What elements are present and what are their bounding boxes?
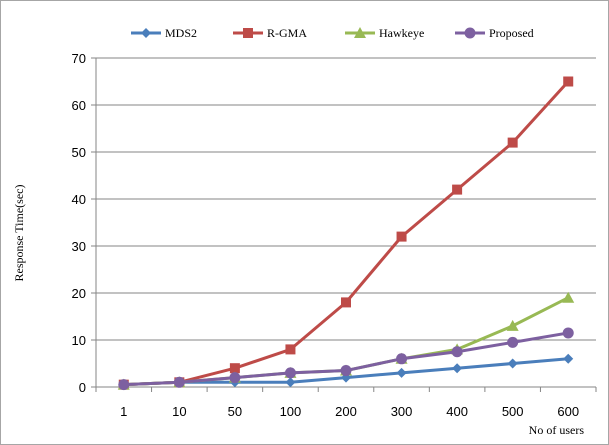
x-axis-title: No of users — [529, 423, 585, 437]
legend-label-hawkeye: Hawkeye — [379, 26, 424, 40]
x-tick-label: 300 — [391, 404, 413, 419]
data-point-r-gma — [285, 344, 296, 355]
data-point-proposed — [229, 372, 241, 384]
data-point-r-gma — [396, 231, 407, 242]
y-tick-labels: 0 10 20 30 40 50 60 70 — [72, 51, 86, 395]
x-tick-label: 100 — [280, 404, 302, 419]
data-point-proposed — [118, 379, 130, 391]
y-axis-title: Response Time(sec) — [12, 185, 26, 282]
y-tick-label: 70 — [72, 51, 86, 66]
legend: MDS2 R-GMA Hawkeye Proposed — [131, 26, 534, 40]
data-point-mds2 — [563, 353, 574, 364]
data-point-proposed — [396, 353, 408, 365]
x-tick-label: 1 — [120, 404, 127, 419]
legend-label-r-gma: R-GMA — [267, 26, 307, 40]
y-tick-label: 10 — [72, 333, 86, 348]
data-point-proposed — [507, 336, 519, 348]
data-point-proposed — [284, 367, 296, 379]
x-tick-label: 200 — [335, 404, 357, 419]
legend-marker-mds2 — [141, 28, 151, 38]
data-point-hawkeye — [562, 291, 575, 303]
legend-label-mds2: MDS2 — [165, 26, 197, 40]
data-point-r-gma — [341, 297, 351, 308]
x-tick-labels: 1 10 50 100 200 300 400 500 600 — [120, 404, 579, 419]
data-point-r-gma — [507, 137, 518, 148]
x-tick-label: 400 — [446, 404, 468, 419]
x-tick-label: 600 — [557, 404, 579, 419]
legend-marker-r-gma — [243, 28, 253, 38]
y-tick-label: 20 — [72, 286, 86, 301]
y-tick-label: 60 — [72, 98, 86, 113]
y-tick-label: 0 — [79, 380, 86, 395]
data-point-hawkeye — [506, 319, 519, 331]
y-tick-label: 50 — [72, 145, 86, 160]
data-point-proposed — [451, 346, 463, 358]
data-point-r-gma — [229, 363, 240, 374]
legend-label-proposed: Proposed — [489, 26, 534, 40]
x-tick-label: 50 — [228, 404, 242, 419]
data-point-mds2 — [285, 377, 296, 388]
legend-marker-hawkeye — [354, 27, 366, 38]
data-point-mds2 — [452, 363, 463, 374]
series-line-r-gma — [123, 80, 570, 387]
data-point-mds2 — [396, 367, 407, 378]
data-point-proposed — [340, 365, 352, 377]
data-point-mds2 — [507, 358, 518, 369]
data-point-r-gma — [452, 184, 463, 195]
y-tick-label: 30 — [72, 239, 86, 254]
data-point-r-gma — [563, 76, 574, 87]
y-tick-label: 40 — [72, 192, 86, 207]
x-tick-label: 500 — [502, 404, 524, 419]
data-point-proposed — [562, 327, 574, 339]
gridlines — [96, 57, 596, 341]
legend-marker-proposed — [464, 27, 476, 39]
data-point-proposed — [173, 376, 185, 388]
series-group — [117, 76, 575, 391]
x-tick-label: 10 — [172, 404, 186, 419]
